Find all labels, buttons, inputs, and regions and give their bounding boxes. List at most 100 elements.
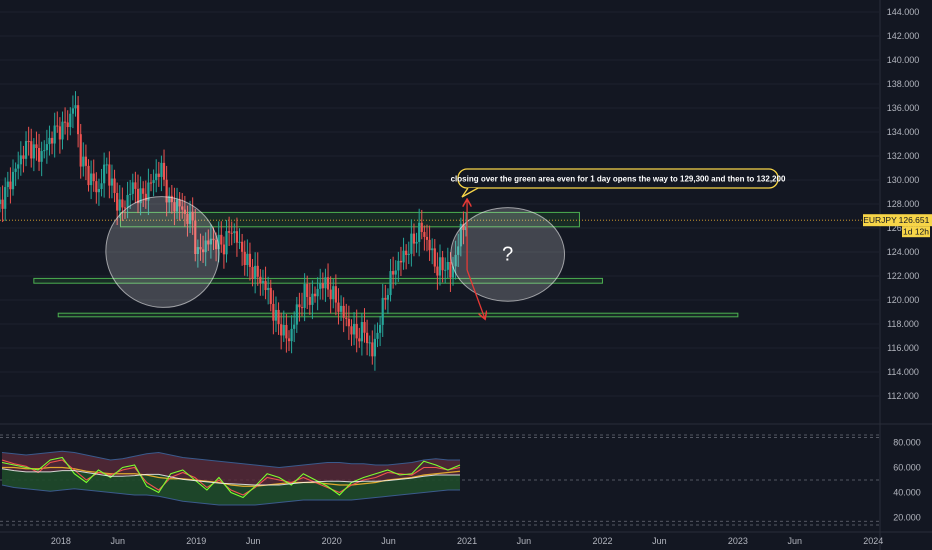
candle-body: [316, 288, 319, 297]
candle-body: [235, 231, 239, 243]
candle-body: [199, 247, 202, 250]
candle-body: [1, 199, 4, 209]
candle-body: [152, 180, 155, 183]
question-mark: ?: [502, 243, 513, 265]
price-tick-label: 128.000: [887, 199, 920, 209]
candle-body: [175, 199, 179, 212]
candle-body: [183, 209, 186, 214]
candle-body: [222, 244, 226, 255]
candle-body: [454, 254, 457, 267]
price-tick-label: 124.000: [887, 247, 920, 257]
candle-body: [4, 187, 7, 209]
price-tick-label: 116.000: [887, 343, 919, 353]
candle-body: [405, 250, 408, 255]
candle-body: [92, 173, 95, 182]
candle-body: [295, 304, 298, 325]
price-tick-label: 114.000: [887, 367, 919, 377]
candle-body: [194, 220, 197, 254]
candle-body: [162, 162, 166, 180]
candle-body: [24, 141, 28, 159]
price-tick-label: 144.000: [887, 7, 920, 17]
candle-body: [366, 332, 369, 344]
candle-body: [160, 162, 163, 177]
candle-body: [329, 289, 332, 300]
price-tick-label: 140.000: [887, 55, 920, 65]
candle-body: [386, 295, 390, 300]
candle-body: [355, 323, 358, 339]
annotation-callout: [457, 168, 779, 189]
candle-body: [170, 195, 173, 203]
candle-body: [347, 318, 350, 327]
price-tick-label: 122.000: [887, 271, 920, 281]
time-tick-label: 2021: [457, 536, 477, 546]
candle-body: [334, 286, 337, 303]
oscillator-band-lower-fill: [2, 468, 460, 505]
candle-body: [50, 137, 54, 144]
candle-body: [19, 155, 22, 165]
candle-body: [204, 240, 207, 253]
candle-body: [17, 164, 20, 169]
candle-body: [319, 283, 322, 289]
price-tick-label: 112.000: [887, 391, 919, 401]
candle-body: [220, 234, 223, 245]
candle-body: [358, 338, 361, 342]
candle-body: [155, 173, 158, 181]
candle-body: [379, 324, 382, 333]
candle-body: [97, 189, 101, 193]
candle-body: [446, 261, 449, 270]
candle-body: [376, 332, 379, 339]
candle-body: [225, 231, 228, 255]
candle-body: [345, 317, 348, 319]
candle-body: [27, 141, 30, 143]
candle-body: [45, 144, 48, 151]
candle-body: [149, 182, 153, 184]
candle-body: [241, 241, 244, 252]
time-tick-label: 2022: [592, 536, 612, 546]
candle-body: [308, 297, 311, 305]
time-tick-label: Jun: [246, 536, 261, 546]
candle-body: [384, 297, 387, 300]
candle-body: [74, 105, 77, 109]
candle-body: [6, 181, 9, 188]
symbol-tag-label: EURJPY: [863, 215, 897, 225]
candle-body: [11, 171, 15, 190]
candle-body: [352, 323, 356, 335]
countdown-tag: [902, 226, 930, 238]
candle-body: [186, 213, 189, 224]
candle-body: [87, 165, 90, 186]
candle-body: [321, 283, 324, 289]
candle-body: [264, 281, 267, 291]
candle-body: [181, 206, 184, 210]
time-tick-label: 2018: [51, 536, 71, 546]
candle-body: [209, 238, 212, 245]
candle-body: [441, 257, 444, 271]
candle-body: [134, 182, 137, 189]
candle-body: [402, 250, 405, 263]
current-price-tag-label: 126.651: [899, 215, 930, 225]
oscillator-fast-line: [1, 456, 461, 499]
candle-body: [178, 199, 181, 207]
oscillator-red-line: [1, 459, 461, 496]
candle-body: [61, 121, 64, 140]
candle-body: [363, 322, 366, 333]
candle-body: [303, 284, 306, 308]
price-tick-label: 136.000: [887, 103, 920, 113]
candle-body: [90, 173, 93, 186]
candle-body: [58, 126, 61, 140]
highlight-ellipse: [105, 196, 220, 308]
candle-body: [277, 309, 280, 325]
candle-body: [84, 156, 88, 166]
candle-body: [103, 164, 106, 184]
candle-body: [110, 178, 114, 186]
candle-body: [108, 164, 111, 186]
candle-body: [269, 287, 272, 304]
candle-body: [339, 305, 343, 312]
annotation-text: closing over the green area even for 1 d…: [451, 175, 786, 184]
candle-body: [9, 181, 12, 190]
candle-body: [324, 277, 327, 289]
candle-body: [337, 302, 340, 312]
price-tick-label: 138.000: [887, 79, 920, 89]
candle-body: [157, 173, 160, 177]
price-tick-label: 130.000: [887, 175, 920, 185]
